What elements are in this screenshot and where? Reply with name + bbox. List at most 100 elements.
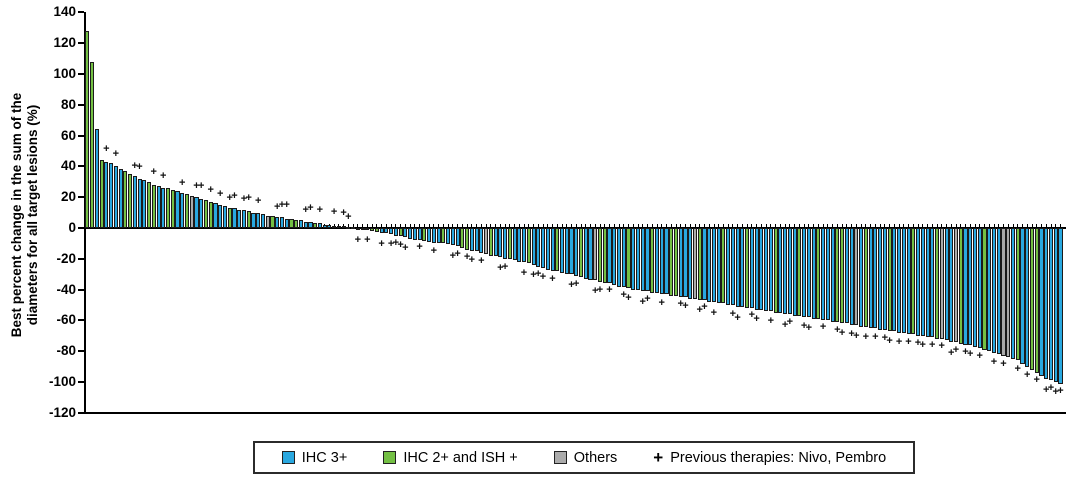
y-axis-tick <box>78 257 84 260</box>
waterfall-bar <box>275 217 280 228</box>
patient-tick <box>537 224 539 228</box>
x-bottom-frame <box>84 412 1066 414</box>
waterfall-bar <box>930 228 935 338</box>
waterfall-bar <box>526 228 531 264</box>
patient-tick <box>960 224 962 228</box>
patient-tick <box>979 224 981 228</box>
waterfall-bar <box>99 160 104 228</box>
waterfall-bar <box>379 228 384 233</box>
patient-tick <box>580 224 582 228</box>
patient-tick <box>651 224 653 228</box>
patient-tick <box>822 224 824 228</box>
waterfall-bar <box>265 215 270 228</box>
previous-therapy-marker: + <box>748 309 756 322</box>
waterfall-bar <box>469 228 474 252</box>
patient-tick <box>452 224 454 228</box>
patient-tick <box>523 224 525 228</box>
waterfall-bar <box>631 228 636 290</box>
waterfall-bar <box>465 228 470 250</box>
patient-tick <box>722 224 724 228</box>
patient-tick <box>343 224 345 228</box>
y-axis-tick <box>78 350 84 353</box>
waterfall-bar <box>1020 228 1025 364</box>
waterfall-bar <box>863 228 868 327</box>
waterfall-bar <box>650 228 655 293</box>
waterfall-bar <box>749 228 754 309</box>
waterfall-bar <box>346 227 351 230</box>
waterfall-bar <box>360 228 365 230</box>
previous-therapy-marker: + <box>449 249 457 262</box>
patient-tick <box>509 224 511 228</box>
patient-tick <box>898 224 900 228</box>
patient-tick <box>946 224 948 228</box>
waterfall-bar <box>1058 228 1063 384</box>
waterfall-bar <box>308 221 313 228</box>
waterfall-bar <box>446 228 451 245</box>
patient-tick <box>599 224 601 228</box>
patient-tick <box>385 224 387 228</box>
waterfall-bar <box>284 218 289 228</box>
waterfall-bar <box>711 228 716 302</box>
patient-tick <box>499 224 501 228</box>
y-axis-tick-label: 60 <box>60 127 76 143</box>
waterfall-bar <box>616 228 622 287</box>
patient-tick <box>466 224 468 228</box>
previous-therapy-marker: + <box>397 239 404 252</box>
waterfall-bar <box>583 228 588 279</box>
patient-tick <box>419 224 421 228</box>
waterfall-bar <box>901 228 906 333</box>
previous-therapy-marker: + <box>948 346 955 359</box>
waterfall-bar <box>1039 228 1044 376</box>
patient-tick <box>514 224 516 228</box>
waterfall-bar <box>541 228 546 269</box>
previous-therapy-marker: + <box>905 336 912 349</box>
previous-therapy-marker: + <box>378 237 385 250</box>
waterfall-bar <box>878 228 883 330</box>
previous-therapy-marker: + <box>463 250 471 263</box>
waterfall-bar <box>351 227 356 230</box>
waterfall-bar <box>607 228 612 284</box>
patient-tick <box>737 224 739 228</box>
patient-tick <box>851 224 853 228</box>
legend-item-previous-therapies: + Previous therapies: Nivo, Pembro <box>653 449 886 466</box>
previous-therapy-marker: + <box>1042 383 1050 396</box>
waterfall-bar <box>180 192 185 228</box>
patient-tick <box>855 224 857 228</box>
waterfall-bar <box>669 228 674 296</box>
patient-tick <box>542 224 544 228</box>
previous-therapy-marker: + <box>1014 363 1021 376</box>
patient-tick <box>476 224 478 228</box>
previous-therapy-marker: + <box>872 331 879 344</box>
waterfall-bar <box>484 228 489 255</box>
waterfall-bar <box>996 228 1001 355</box>
waterfall-bar <box>536 228 541 267</box>
waterfall-bar <box>237 209 242 228</box>
waterfall-bar <box>692 228 697 299</box>
waterfall-bar <box>849 228 854 326</box>
patient-tick <box>789 224 791 228</box>
waterfall-bar <box>707 228 712 302</box>
waterfall-bar <box>574 228 579 276</box>
waterfall-bar <box>730 228 735 305</box>
waterfall-bar <box>821 228 826 321</box>
waterfall-bar <box>830 228 835 322</box>
patient-tick <box>689 224 691 228</box>
patient-tick <box>879 224 881 228</box>
waterfall-bar <box>450 228 455 245</box>
y-axis-tick-label: -60 <box>56 312 76 328</box>
waterfall-bar <box>417 228 422 241</box>
patient-tick <box>471 224 473 228</box>
waterfall-bar <box>555 228 560 272</box>
previous-therapy-marker: + <box>112 148 119 161</box>
patient-tick <box>870 224 872 228</box>
previous-therapy-marker: + <box>530 268 537 281</box>
previous-therapy-marker: + <box>364 234 371 247</box>
waterfall-bar <box>427 228 432 242</box>
previous-therapy-marker: + <box>914 336 922 349</box>
patient-tick <box>642 224 644 228</box>
previous-therapy-marker: + <box>682 300 689 313</box>
patient-tick <box>490 224 492 228</box>
waterfall-bar <box>759 228 764 310</box>
patient-tick <box>1022 224 1024 228</box>
waterfall-bar <box>232 207 237 228</box>
